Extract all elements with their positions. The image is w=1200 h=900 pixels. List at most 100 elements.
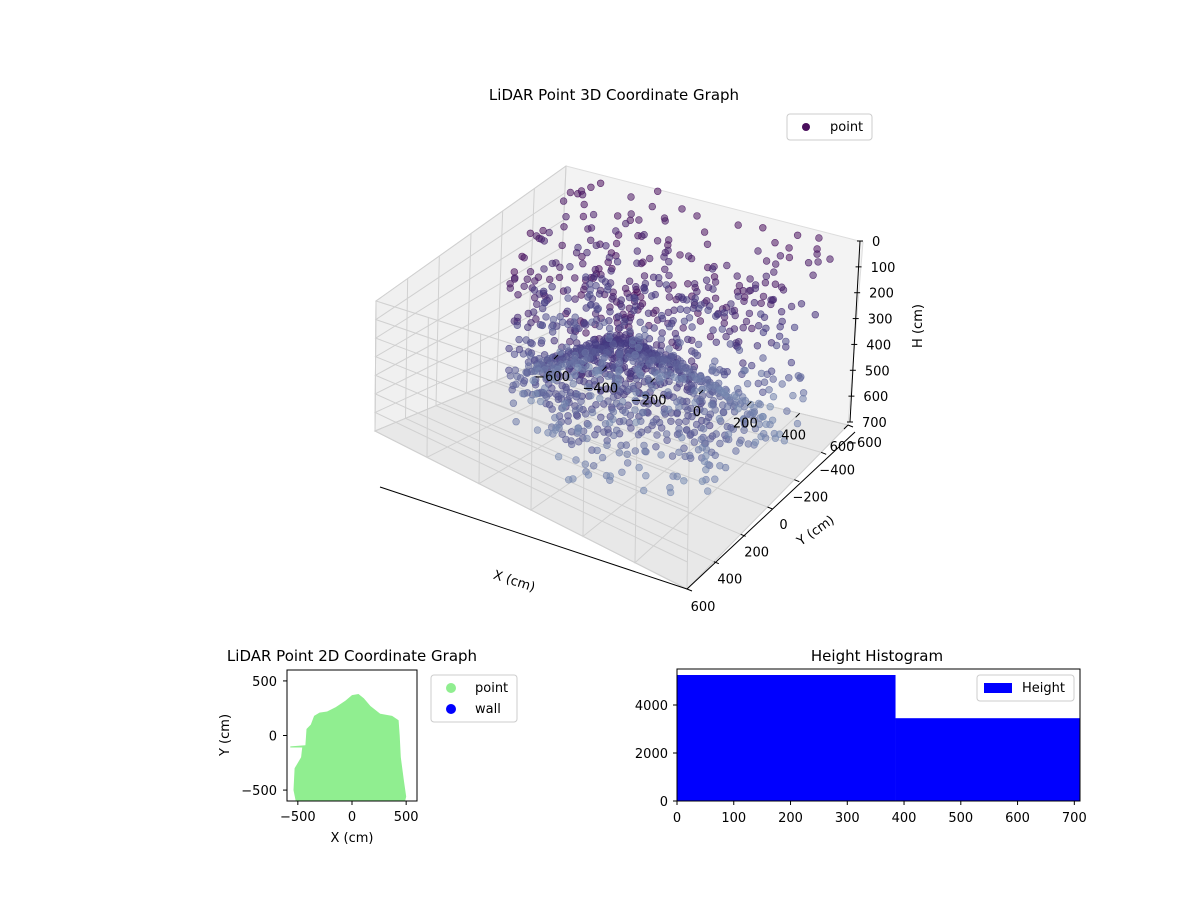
- point-3d: [680, 317, 689, 325]
- x-tick-label-histogram: 100: [721, 811, 746, 826]
- point-3d: [589, 210, 598, 219]
- point-3d: [580, 200, 588, 209]
- point-3d: [797, 373, 805, 381]
- point-3d: [644, 309, 653, 317]
- point-3d: [548, 323, 556, 331]
- point-3d: [675, 448, 683, 456]
- y-tick-3d: [794, 479, 800, 483]
- point-3d: [703, 240, 712, 249]
- point-3d: [754, 247, 762, 255]
- point-3d: [703, 487, 712, 495]
- point-3d: [785, 244, 793, 252]
- point-3d: [546, 361, 554, 370]
- point-3d: [657, 335, 665, 343]
- point-3d: [597, 413, 605, 421]
- y-tick-3d: [847, 424, 854, 428]
- legend-2d-marker-point: [446, 683, 456, 693]
- point-3d: [572, 456, 580, 464]
- point-3d: [756, 400, 764, 409]
- point-3d: [720, 389, 729, 397]
- point-3d: [652, 443, 660, 451]
- point-3d: [787, 302, 796, 311]
- point-3d: [617, 296, 625, 304]
- point-3d: [706, 332, 715, 341]
- z-axis-line-3d: [849, 240, 861, 423]
- point-3d: [614, 373, 623, 382]
- points-3d: [505, 179, 834, 497]
- point-3d: [548, 283, 556, 291]
- point-3d: [691, 387, 699, 395]
- point-3d: [590, 273, 598, 281]
- point-3d: [747, 361, 756, 370]
- point-3d: [515, 335, 523, 344]
- point-3d: [621, 219, 630, 228]
- point-3d: [524, 362, 533, 370]
- point-3d: [555, 273, 564, 282]
- point-3d: [635, 336, 643, 344]
- point-3d: [726, 340, 734, 348]
- point-3d: [748, 324, 756, 333]
- point-3d: [645, 378, 654, 386]
- point-3d: [551, 414, 559, 422]
- point-3d: [702, 276, 711, 284]
- point-3d: [679, 374, 687, 383]
- point-3d: [539, 226, 547, 235]
- point-3d: [708, 265, 717, 273]
- point-3d: [679, 324, 687, 332]
- point-3d: [746, 275, 754, 283]
- point-3d: [775, 332, 784, 340]
- point-3d: [617, 441, 625, 450]
- point-3d: [722, 332, 730, 341]
- point-3d: [751, 284, 760, 293]
- point-3d: [771, 280, 780, 288]
- x-tick-label-histogram: 300: [835, 811, 860, 826]
- point-3d: [693, 212, 701, 220]
- point-3d: [608, 295, 616, 303]
- chart-3d-scatter: LiDAR Point 3D Coordinate Graph −600 −400…: [373, 86, 926, 615]
- point-3d: [634, 344, 643, 352]
- point-3d: [588, 408, 597, 417]
- point-3d: [533, 300, 541, 308]
- point-3d: [691, 349, 699, 357]
- point-3d: [605, 334, 613, 342]
- point-3d: [665, 323, 674, 331]
- point-3d: [716, 462, 724, 470]
- point-3d: [754, 322, 763, 330]
- point-3d: [606, 472, 614, 480]
- point-3d: [639, 486, 648, 495]
- point-3d: [591, 431, 599, 439]
- point-3d: [581, 349, 589, 357]
- point-3d: [718, 325, 726, 333]
- x-tick-label-histogram: 400: [892, 811, 917, 826]
- point-3d: [529, 308, 538, 316]
- point-3d: [759, 354, 767, 362]
- point-3d: [526, 268, 535, 276]
- point-3d: [554, 395, 563, 404]
- point-3d: [746, 400, 755, 409]
- point-3d: [690, 280, 699, 288]
- point-3d: [610, 431, 618, 440]
- point-3d: [522, 336, 530, 344]
- point-3d: [575, 404, 584, 412]
- point-3d: [664, 236, 673, 244]
- point-3d: [542, 313, 550, 321]
- point-3d: [753, 342, 762, 350]
- grid-line-3d: [373, 354, 688, 590]
- point-3d: [771, 239, 779, 247]
- point-3d: [604, 397, 612, 405]
- point-3d: [615, 350, 624, 359]
- point-3d: [617, 302, 626, 311]
- point-3d: [619, 417, 628, 425]
- point-3d: [540, 265, 548, 273]
- x-tick-label-3d: 600: [830, 440, 855, 455]
- point-3d: [732, 393, 741, 401]
- point-3d: [650, 324, 658, 332]
- point-3d: [640, 231, 648, 239]
- point-3d: [532, 390, 540, 398]
- point-3d: [631, 406, 639, 414]
- point-3d: [612, 239, 621, 248]
- y-axis-label-2d: Y (cm): [218, 714, 233, 757]
- point-3d: [531, 277, 539, 285]
- x-tick-label-3d: −200: [631, 393, 667, 408]
- point-3d: [712, 312, 720, 320]
